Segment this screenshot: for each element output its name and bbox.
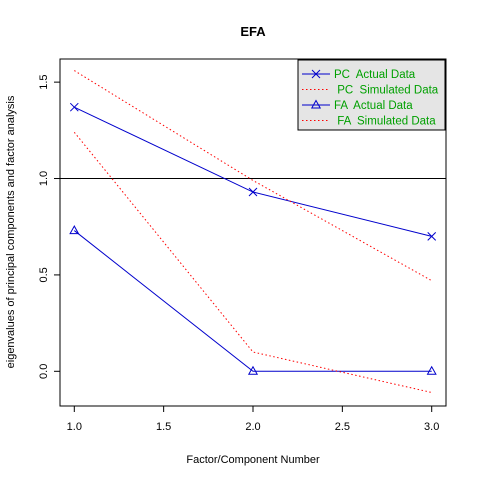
series-layer bbox=[69, 70, 437, 393]
legend-items: PC Actual Data PC Simulated Data FA Actua… bbox=[302, 69, 439, 128]
series-line-3 bbox=[73, 131, 432, 393]
y-axis: 0.0 0.5 1.0 1.5 bbox=[38, 74, 61, 379]
legend-box bbox=[297, 59, 446, 131]
legend-label: PC Actual Data bbox=[334, 69, 416, 81]
y-tick-label: 1.0 bbox=[38, 171, 50, 186]
y-tick-label: 1.5 bbox=[38, 74, 50, 89]
data-point bbox=[248, 187, 258, 197]
data-point bbox=[69, 225, 80, 235]
x-axis-label: Factor/Component Number bbox=[186, 454, 320, 466]
y-tick-label: 0.0 bbox=[38, 364, 50, 379]
x-tick-label: 1.5 bbox=[156, 421, 171, 433]
legend-label: PC Simulated Data bbox=[334, 85, 439, 97]
x-tick-label: 3.0 bbox=[424, 421, 439, 433]
y-tick-label: 0.5 bbox=[38, 267, 50, 282]
legend-marker bbox=[311, 69, 321, 79]
data-point bbox=[426, 365, 437, 375]
data-point bbox=[247, 365, 259, 375]
x-tick-label: 2.0 bbox=[245, 421, 260, 433]
chart-title: EFA bbox=[240, 24, 266, 39]
x-tick-label: 2.5 bbox=[335, 421, 350, 433]
series-line-2 bbox=[73, 230, 432, 372]
data-point bbox=[427, 232, 437, 241]
legend-label: FA Actual Data bbox=[334, 100, 413, 112]
x-axis: 1.0 1.5 2.0 2.5 3.0 bbox=[67, 405, 439, 433]
data-point bbox=[69, 102, 79, 112]
legend-label: FA Simulated Data bbox=[334, 116, 436, 128]
legend-marker bbox=[310, 99, 322, 109]
legend: PC Actual Data PC Simulated Data FA Actua… bbox=[297, 59, 446, 131]
x-tick-label: 1.0 bbox=[67, 421, 82, 433]
y-axis-label: eigenvalues of principal components and … bbox=[5, 95, 17, 368]
